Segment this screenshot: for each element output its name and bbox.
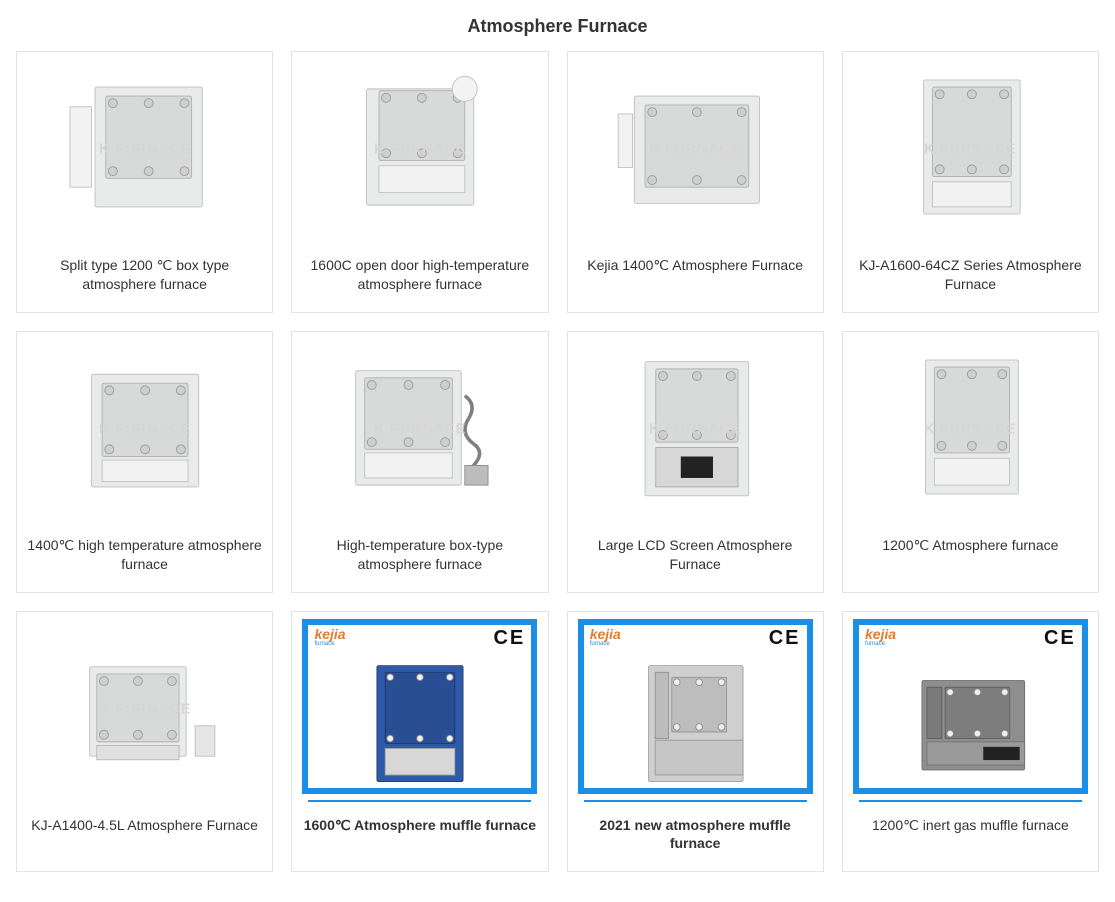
product-title: High-temperature box-type atmosphere fur… [292,522,547,592]
product-title: Kejia 1400℃ Atmosphere Furnace [568,242,823,302]
svg-text:K FURNACE: K FURNACE [374,421,466,437]
product-title: Split type 1200 ℃ box type atmosphere fu… [17,242,272,312]
product-card[interactable]: K FURNACE Kejia 1400℃ Atmosphere Furnace [567,51,824,313]
product-title: 1600C open door high-temperature atmosph… [292,242,547,312]
product-image: kejiafurnace CE Zhengzhou Kejia Furnace … [568,612,823,802]
promo-frame: kejiafurnace CE Zhengzhou Kejia Furnace … [853,619,1088,794]
product-grid: K FURNACE Split type 1200 ℃ box type atm… [16,51,1099,872]
promo-footer: Zhengzhou Kejia Furnace Co.,ltdProfessio… [308,800,531,802]
svg-text:K FURNACE: K FURNACE [99,141,191,157]
product-image: K FURNACE [843,52,1098,242]
product-card[interactable]: K FURNACE Large LCD Screen Atmosphere Fu… [567,331,824,593]
ce-mark-icon: CE [769,627,801,650]
product-title: KJ-A1400-4.5L Atmosphere Furnace [17,802,272,862]
product-image: K FURNACE [292,332,547,522]
product-title: 1200℃ inert gas muffle furnace [843,802,1098,862]
promo-frame: kejiafurnace CE Zhengzhou Kejia Furnace … [578,619,813,794]
product-title: Large LCD Screen Atmosphere Furnace [568,522,823,592]
product-image: kejiafurnace CE Zhengzhou Kejia Furnace … [292,612,547,802]
svg-text:K FURNACE: K FURNACE [99,701,191,717]
product-card[interactable]: K FURNACE KJ-A1600-64CZ Series Atmospher… [842,51,1099,313]
brand-logo: kejiafurnace [314,627,345,647]
svg-text:K FURNACE: K FURNACE [374,141,466,157]
promo-image [584,648,807,800]
promo-header: kejiafurnace CE [859,625,1082,648]
product-card[interactable]: K FURNACE 1400℃ high temperature atmosph… [16,331,273,593]
promo-frame: kejiafurnace CE Zhengzhou Kejia Furnace … [302,619,537,794]
product-image: K FURNACE [17,332,272,522]
product-image: K FURNACE [17,612,272,802]
promo-image [859,648,1082,800]
page-title: Atmosphere Furnace [16,16,1099,37]
svg-text:K FURNACE: K FURNACE [924,421,1016,437]
product-card[interactable]: K FURNACE High-temperature box-type atmo… [291,331,548,593]
product-image: K FURNACE [17,52,272,242]
svg-text:K FURNACE: K FURNACE [649,141,741,157]
promo-footer: Zhengzhou Kejia Furnace Co.,ltdProfessio… [584,800,807,802]
product-gallery: Atmosphere Furnace K FURNACE Split type … [0,0,1115,902]
product-card[interactable]: kejiafurnace CE Zhengzhou Kejia Furnace … [291,611,548,873]
svg-text:K FURNACE: K FURNACE [99,421,191,437]
product-card[interactable]: kejiafurnace CE Zhengzhou Kejia Furnace … [567,611,824,873]
product-image: K FURNACE [292,52,547,242]
product-card[interactable]: K FURNACE 1200℃ Atmosphere furnace [842,331,1099,593]
ce-mark-icon: CE [1044,627,1076,650]
product-image: K FURNACE [568,52,823,242]
product-card[interactable]: K FURNACE KJ-A1400-4.5L Atmosphere Furna… [16,611,273,873]
product-image: K FURNACE [843,332,1098,522]
brand-logo: kejiafurnace [590,627,621,647]
brand-logo: kejiafurnace [865,627,896,647]
product-title: 1400℃ high temperature atmosphere furnac… [17,522,272,592]
product-title: 1600℃ Atmosphere muffle furnace [292,802,547,862]
promo-image [308,648,531,800]
product-image: K FURNACE [568,332,823,522]
product-title: 1200℃ Atmosphere furnace [843,522,1098,582]
product-title: 2021 new atmosphere muffle furnace [568,802,823,872]
svg-text:K FURNACE: K FURNACE [649,421,741,437]
product-card[interactable]: K FURNACE 1600C open door high-temperatu… [291,51,548,313]
svg-text:K FURNACE: K FURNACE [924,141,1016,157]
product-card[interactable]: K FURNACE Split type 1200 ℃ box type atm… [16,51,273,313]
product-image: kejiafurnace CE Zhengzhou Kejia Furnace … [843,612,1098,802]
promo-header: kejiafurnace CE [584,625,807,648]
promo-header: kejiafurnace CE [308,625,531,648]
ce-mark-icon: CE [493,627,525,650]
product-title: KJ-A1600-64CZ Series Atmosphere Furnace [843,242,1098,312]
product-card[interactable]: kejiafurnace CE Zhengzhou Kejia Furnace … [842,611,1099,873]
promo-footer: Zhengzhou Kejia Furnace Co.,ltdProfessio… [859,800,1082,802]
